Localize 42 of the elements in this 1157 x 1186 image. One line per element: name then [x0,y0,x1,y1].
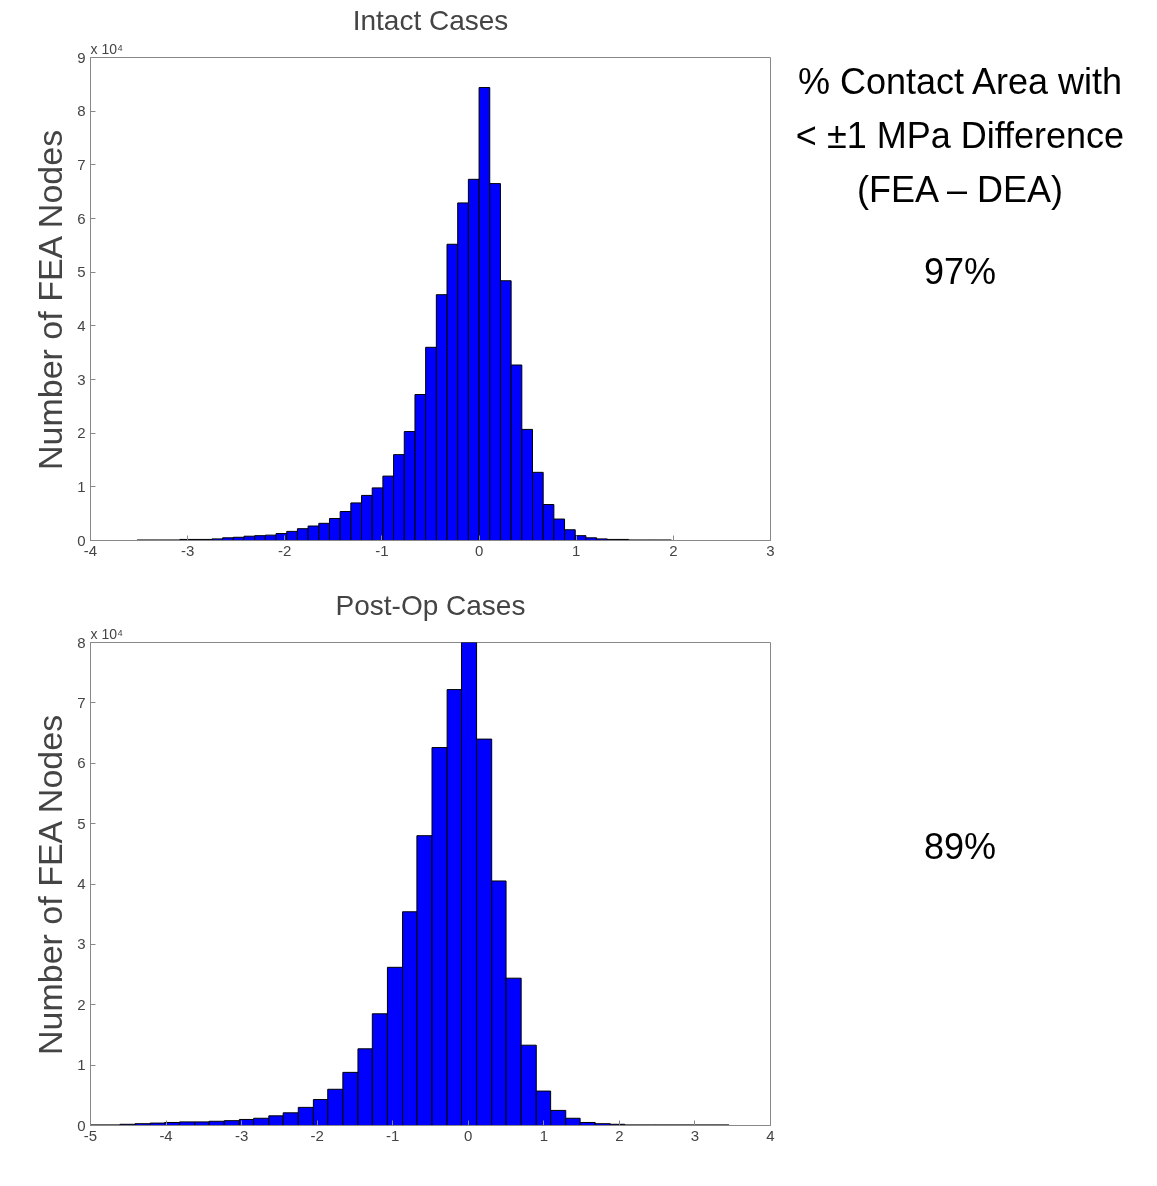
x-tick-label: -2 [310,1126,324,1144]
x-tick-label: 4 [766,1126,775,1144]
y-tick-label: 5 [77,263,86,281]
y-tick-label: 7 [77,155,86,173]
y-tick-label: 3 [77,370,86,388]
x-tick-label: 1 [539,1126,549,1144]
y-axis-title: Number of FEA Nodes [31,714,70,1056]
text: % Contact Area with < ±1 MPa Difference (FEA – DEA) [795,60,1125,212]
y-tick-label: 3 [77,935,86,953]
y-tick-label: 1 [77,1056,86,1074]
chart-title: Post-Op Cases [335,589,526,621]
x-tick-label: -3 [180,541,195,559]
y-tick-label: 8 [77,102,86,120]
y-tick-label: 8 [77,633,86,651]
chart-title: Intact Cases [352,4,509,36]
y-tick-label: 4 [77,875,86,892]
x-tick-label: -4 [159,1126,173,1144]
x-tick-label: 2 [615,1126,624,1144]
y-tick-label: 7 [77,693,86,711]
y-tick-label: 4 [77,316,86,334]
x-tick-label: -1 [386,1126,400,1144]
y-tick-label: 1 [77,477,86,495]
text: x 10⁴ [90,40,123,57]
y-tick-label: 5 [77,814,86,832]
x-tick-label: -2 [278,541,292,559]
x-tick-label: -1 [375,541,389,559]
x-tick-label: 3 [766,541,775,559]
x-tick-label: 1 [572,541,581,559]
x-tick-label: 3 [690,1126,700,1144]
y-tick-label: 2 [77,424,86,442]
y-tick-label: 9 [77,48,86,66]
text: x 10⁴ [90,625,123,642]
text: 89% [922,825,998,869]
y-tick-label: 6 [77,754,86,772]
text: 97% [922,250,998,294]
x-tick-label: -3 [234,1126,249,1144]
x-tick-label: 0 [464,1126,473,1144]
y-axis-title: Number of FEA Nodes [31,129,70,471]
y-tick-label: 6 [77,209,86,227]
x-tick-label: 0 [474,541,484,559]
y-tick-label: 2 [77,995,86,1013]
x-tick-label: 2 [669,541,678,559]
